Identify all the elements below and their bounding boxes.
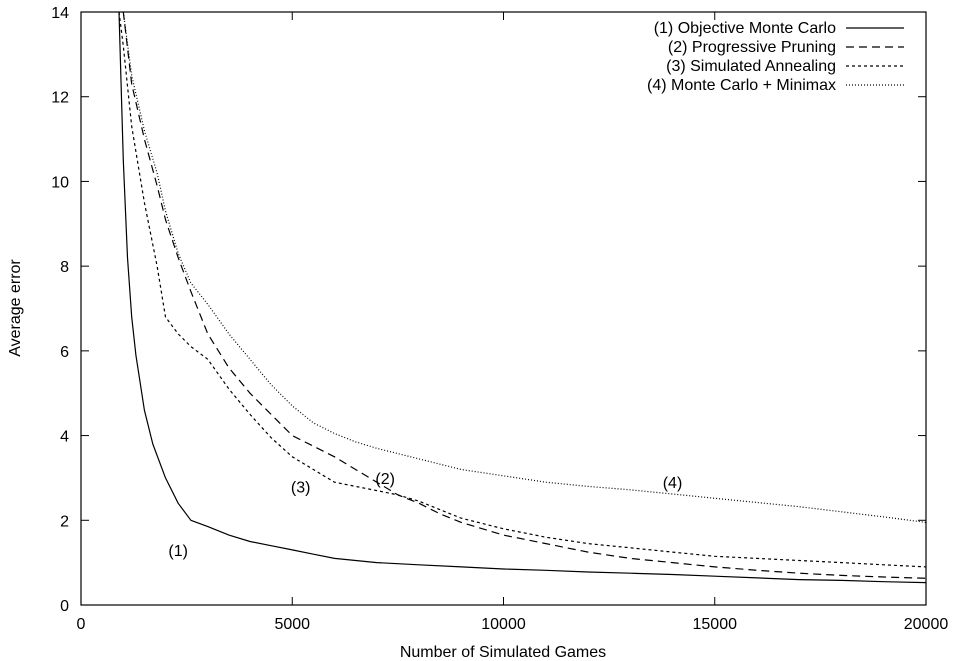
x-tick-label: 5000 [274,616,310,633]
annotation-2: (2) [375,471,395,488]
y-tick-label: 10 [51,174,69,191]
axis-tick-labels: 0 5000 10000 15000 20000 0 2 4 6 8 10 12 14 [51,5,948,633]
plot-frame [80,11,927,606]
x-tick-label: 20000 [904,616,949,633]
annotation-3: (3) [291,479,311,496]
y-tick-label: 12 [51,90,69,107]
axis-ticks [80,11,927,606]
x-tick-label: 15000 [693,616,738,633]
y-axis-title: Average error [7,259,24,357]
series-lines [118,11,927,584]
x-tick-label: 0 [77,616,86,633]
annotation-4: (4) [663,475,683,492]
legend-label-3: (3) Simulated Annealing [666,58,836,75]
y-tick-label: 8 [60,259,69,276]
series-1-line [118,11,927,584]
annotation-1: (1) [168,543,188,560]
y-tick-label: 6 [60,344,69,361]
curve-annotations: (1) (2) (3) (4) [168,471,682,560]
y-tick-label: 4 [60,429,69,446]
x-tick-label: 10000 [481,616,526,633]
legend-label-4: (4) Monte Carlo + Minimax [647,77,836,94]
x-axis-title: Number of Simulated Games [400,644,606,661]
legend: (1) Objective Monte Carlo (2) Progressive… [647,20,904,94]
series-2-line [122,11,927,579]
y-tick-label: 14 [51,5,69,22]
legend-label-1: (1) Objective Monte Carlo [654,20,836,37]
y-tick-label: 0 [60,598,69,615]
legend-label-2: (2) Progressive Pruning [668,39,836,56]
series-4-line [122,11,927,523]
series-3-line [118,11,927,568]
y-tick-label: 2 [60,513,69,530]
